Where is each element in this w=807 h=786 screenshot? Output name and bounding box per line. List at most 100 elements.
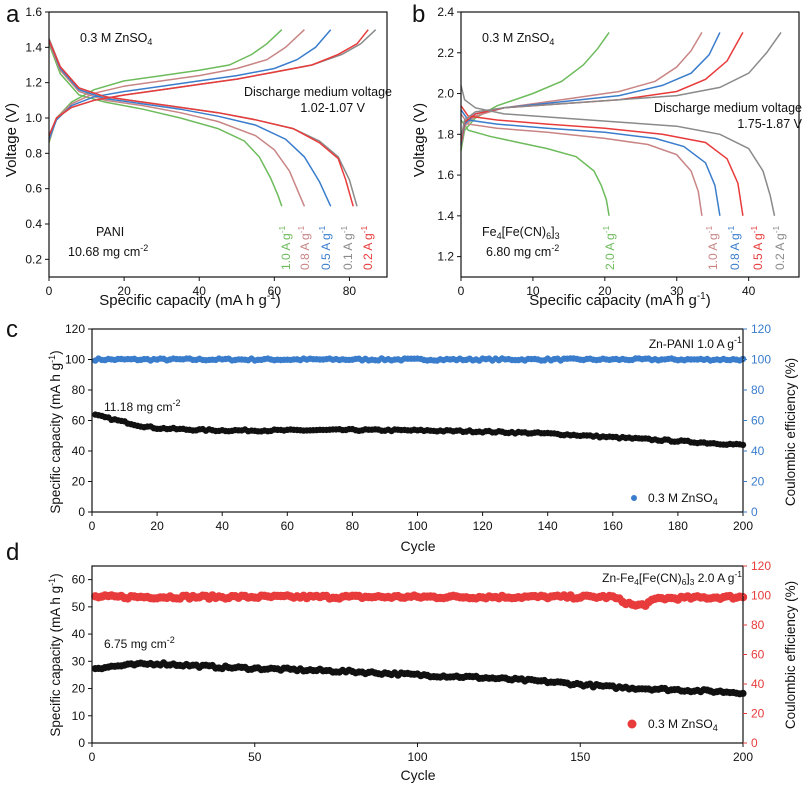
panel-b-note-line1: Discharge medium voltage [654,101,802,115]
panel-letter-b: b [412,1,425,28]
panel-c-x-tick-label: 40 [216,519,230,533]
panel-a-y-tick-label: 1.6 [25,5,42,19]
panel-d-y-tick-label: 0 [78,736,85,750]
panel-letter-d: d [6,539,19,566]
panel-b-rate-label-2: 0.8 A g-1 [726,225,742,270]
panel-a-rate-labels: 1.0 A g-10.8 A g-1 0.5 A g-1 0.1 A g-10.2 … [277,225,375,270]
panel-b-discharge-curve-3 [460,105,744,216]
panel-c-x-ticks: 0 20 40 60 80 100 120 140 160 180 200 [89,512,753,533]
panel-c-y-label: Specific capacity (mA h g-1) [47,350,63,513]
panel-d-x-tick-label: 50 [248,750,262,764]
panel-d-right-y-tick-label: 100 [751,589,771,603]
panel-a-y-tick-label: 1.4 [25,40,42,54]
panel-a-y-tick-label: 1.0 [25,111,42,125]
panel-d-y-tick-label: 40 [72,627,86,641]
panel-c-legend-label: 0.3 M ZnSO4 [648,491,718,507]
panel-b-charge-curve-2 [460,32,721,145]
panel-d-series [91,591,748,698]
panel-a-rate-label-0: 1.0 A g-1 [277,225,293,270]
panel-a-rate-label-3: 0.1 A g-1 [339,225,355,270]
panel-d-right-y-label: Coulombic efficiency (%) [783,581,798,729]
panel-b-x-tick-label: 40 [742,284,756,298]
panel-a-electrolyte: 0.3 M ZnSO4 [80,31,152,47]
panel-c-right-y-tick-label: 0 [751,505,758,519]
panel-a-discharge-curve-2 [48,40,332,207]
panel-c-x-tick-label: 140 [538,519,558,533]
panel-d-x-tick-label: 0 [89,750,96,764]
panel-a-y-tick-label: 0.4 [25,217,42,231]
panel-a-charge-curve-0 [48,29,283,143]
panel-b-x-tick-label: 10 [526,284,540,298]
panel-b-discharge-curve-1 [460,113,703,216]
panel-c-x-tick-label: 180 [668,519,688,533]
panel-b-material: Fe4[Fe(CN)6]3 [482,225,560,241]
panel-c-right-y-tick-label: 120 [751,322,771,336]
panel-a-rate-label-1: 0.8 A g-1 [296,225,312,270]
panel-b-x-tick-label: 20 [598,284,612,298]
panel-c-x-tick-label: 120 [473,519,493,533]
panel-b-x-tick-label: 30 [670,284,684,298]
panel-a-loading: 10.68 mg cm-2 [68,243,148,259]
panel-c-right-y-ticks: 0 20 40 60 80 100 120 [743,322,771,519]
panel-c-legend-marker [631,495,637,501]
panel-b-x-label: Specific capacity (mA h g-1) [529,291,710,309]
panel-b-electrolyte: 0.3 M ZnSO4 [482,31,554,47]
panel-b-y-tick-label: 1.2 [437,250,454,264]
panel-c-y-tick-label: 20 [72,475,86,489]
panel-c-x-tick-label: 60 [281,519,295,533]
panel-b-x-tick-label: 0 [458,284,465,298]
panel-a-y-tick-label: 0.8 [25,146,42,160]
panel-b-charge-curve-1 [460,32,703,147]
panel-b-y-tick-label: 2.0 [437,87,454,101]
panel-c-y-tick-label: 40 [72,444,86,458]
panel-b-discharge-curve-0 [460,119,610,216]
panel-a-discharge-curve-0 [48,43,283,207]
panel-d-y-tick-label: 60 [72,573,86,587]
panel-d-right-y-tick-label: 40 [751,677,765,691]
panel-a-x-tick-label: 80 [343,284,357,298]
panel-c-x-tick-label: 0 [89,519,96,533]
panel-c-y-tick-label: 0 [78,505,85,519]
panel-c-y-tick-label: 60 [72,414,86,428]
panel-d-y-tick-label: 30 [72,654,86,668]
panel-a-note-line1: Discharge medium voltage [244,85,392,99]
panel-b-rate-labels: 2.0 A g-1 1.0 A g-1 0.8 A g-1 0.5 A g-1 0.2 … [601,225,787,270]
panel-a-charge-curve-2 [48,29,332,140]
panel-a-x-tick-label: 0 [46,284,53,298]
panel-c-right-y-tick-label: 40 [751,444,765,458]
panel-d-x-tick-label: 150 [570,750,590,764]
panel-a-series [48,29,377,207]
panel-d-x-label: Cycle [400,767,435,783]
panel-a-y-tick-label: 0.6 [25,182,42,196]
panel-c-loading: 11.18 mg cm-2 [104,398,181,414]
panel-b-y-tick-label: 2.2 [437,46,454,60]
panel-b-y-tick-label: 2.4 [437,5,454,19]
panel-d-right-y-tick-label: 80 [751,618,765,632]
panel-b-discharge-curve-4 [460,85,776,216]
panel-c-x-tick-label: 80 [346,519,360,533]
panel-d-legend-label: 0.3 M ZnSO4 [648,717,718,733]
panel-a-frame [48,11,388,278]
panel-d-x-ticks: 0 50 100 150 200 [89,743,753,764]
panel-a-y-tick-label: 0.2 [25,252,42,266]
panel-a-x-tick-label: 60 [268,284,282,298]
panel-b-rate-label-4: 0.2 A g-1 [771,225,787,270]
panel-b: 0 10 20 30 40 1.2 1.4 1.6 1.8 2.0 2.2 2.4 0.3 M Zn… [411,5,803,309]
panel-b-y-label: Voltage (V) [411,103,428,177]
panel-b-note-line2: 1.75-1.87 V [737,117,802,131]
panel-c-y-tick-label: 100 [65,353,85,367]
panel-c: 0 20 40 60 80 100 120 140 160 180 200 020406080100… [47,322,798,554]
panel-a-y-tick-label: 1.2 [25,76,42,90]
panel-a-discharge-curve-4 [48,40,354,207]
panel-c-right-y-tick-label: 20 [751,475,765,489]
panel-a-x-label: Specific capacity (mA h g-1) [99,291,280,309]
panel-b-loading: 6.80 mg cm-2 [486,243,559,259]
panel-a-charge-curve-1 [48,29,305,142]
panel-d-legend-marker [627,719,637,729]
panel-c-y-ticks: 0 20 40 60 80 100 120 [65,322,92,519]
panel-c-x-tick-label: 160 [603,519,623,533]
panel-d-x-tick-label: 200 [733,750,753,764]
panel-d-loading: 6.75 mg cm-2 [104,635,175,651]
